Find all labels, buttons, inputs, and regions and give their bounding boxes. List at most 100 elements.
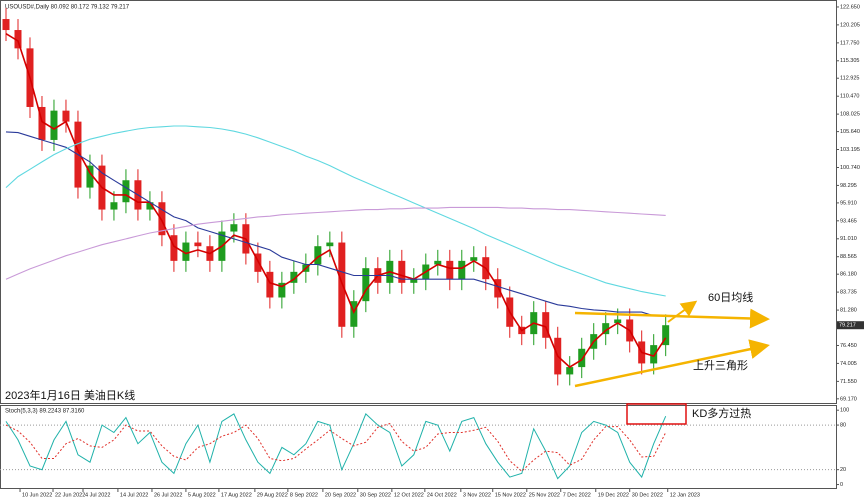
candle-body (542, 312, 550, 338)
candle-body (662, 325, 670, 346)
x-tick-label: 8 Sep 2022 (290, 492, 318, 498)
y-tick-label: 81.280 (840, 308, 857, 314)
y-tick-label: 108.025 (840, 112, 860, 118)
candle-body (278, 282, 286, 298)
candle-body (110, 202, 118, 210)
ma-line (5, 131, 666, 317)
candle-body (38, 106, 46, 140)
y-tick-label: 91.010 (840, 236, 857, 242)
chart-title: USOUSD#,Daily 80.092 80.172 79.132 79.21… (5, 5, 130, 11)
x-tick-label: 3 Nov 2022 (463, 492, 491, 498)
x-tick-label: 14 Jul 2022 (120, 492, 148, 498)
candle-body (326, 242, 334, 247)
x-tick-label: 4 Jul 2022 (85, 492, 110, 498)
y-tick-label: 112.925 (840, 76, 859, 82)
candle-body (158, 202, 166, 236)
y-tick-label: 71.550 (840, 379, 857, 385)
x-tick-label: 30 Sep 2022 (360, 492, 391, 498)
y-tick-label: 115.305 (840, 58, 859, 64)
x-tick-label: 5 Aug 2022 (188, 492, 216, 498)
y-tick-label: 95.910 (840, 200, 857, 206)
annotation: 上升三角形 (693, 359, 748, 372)
y-tick-label: 93.465 (840, 218, 857, 224)
candle-body (230, 224, 238, 232)
y-tick-label: 100 (840, 408, 849, 414)
x-tick-label: 10 Jun 2022 (22, 492, 52, 498)
x-tick-label: 22 Jun 2022 (55, 492, 85, 498)
x-tick-label: 29 Aug 2022 (257, 492, 288, 498)
candle-body (446, 260, 454, 280)
candle-body (578, 348, 586, 368)
highlight-box (626, 403, 687, 425)
candle-body (86, 165, 94, 188)
candle-body (314, 246, 322, 265)
y-tick-label: 117.750 (840, 40, 859, 46)
trend-line (574, 339, 770, 388)
arrow (667, 300, 698, 323)
y-tick-label: 105.640 (840, 129, 860, 135)
candle-body (62, 110, 70, 122)
y-tick-label: 20 (840, 467, 846, 473)
x-tick-label: 20 Sep 2022 (325, 492, 356, 498)
candle-body (470, 257, 478, 261)
x-tick-label: 24 Oct 2022 (427, 492, 457, 498)
x-tick-label: 12 Jan 2023 (670, 492, 700, 498)
candle-body (602, 323, 610, 335)
candle-body (254, 253, 262, 272)
candle-body (410, 279, 418, 283)
y-tick-label: 122.650 (840, 4, 860, 10)
y-tick-label: 69.170 (840, 396, 857, 402)
x-tick-label: 25 Nov 2022 (529, 492, 560, 498)
indicator-title: Stoch(5,3,3) 89.2243 87.3160 (5, 409, 85, 415)
y-tick-label: 100.740 (840, 165, 860, 171)
y-tick-label: 76.450 (840, 343, 857, 349)
stoch-line (5, 423, 667, 472)
x-tick-label: 17 Aug 2022 (221, 492, 252, 498)
annotation: 2023年1月16日 美油日K线 (5, 388, 135, 402)
y-tick-label: 120.205 (840, 22, 860, 28)
candle-body (434, 260, 442, 265)
candle-body (170, 235, 178, 261)
last-price-box (837, 321, 864, 330)
x-tick-label: 30 Dec 2022 (632, 492, 663, 498)
candle-body (350, 301, 358, 327)
annotation: 60日均线 (708, 290, 753, 304)
ma-line (5, 33, 667, 369)
y-tick-label: 110.470 (840, 94, 859, 100)
trend-line (574, 308, 770, 329)
x-tick-label: 7 Dec 2022 (563, 492, 591, 498)
annotation: KD多方过热 (692, 406, 751, 420)
stoch-line (5, 413, 667, 480)
candle-body (122, 180, 130, 203)
candle-body (50, 110, 58, 140)
candle-body (266, 271, 274, 298)
x-tick-label: 12 Oct 2022 (394, 492, 424, 498)
y-tick-label: 83.735 (840, 290, 857, 296)
x-tick-label: 15 Nov 2022 (495, 492, 526, 498)
y-tick-label: 103.195 (840, 147, 860, 153)
candle-body (650, 345, 658, 364)
candle-body (194, 242, 202, 247)
y-tick-label: 80 (840, 423, 846, 429)
candle-body (14, 30, 22, 49)
candle-body (566, 367, 574, 375)
indicator-panel (0, 405, 837, 489)
candle-body (362, 268, 370, 302)
candle-body (614, 319, 622, 324)
candle-body (2, 19, 10, 31)
y-tick-label: 98.295 (840, 183, 857, 189)
y-tick-label: 74.005 (840, 361, 857, 367)
x-tick-label: 19 Dec 2022 (598, 492, 629, 498)
y-tick-label: 86.180 (840, 272, 857, 278)
ma-line (5, 125, 666, 297)
x-tick-label: 26 Jul 2022 (154, 492, 182, 498)
ma-line (5, 206, 666, 280)
candle-body (290, 271, 298, 283)
candle-body (182, 242, 190, 261)
candle-body (494, 279, 502, 298)
y-tick-label: 88.565 (840, 254, 857, 260)
last-price-label: 79.217 (839, 323, 856, 329)
candle-body (398, 260, 406, 283)
